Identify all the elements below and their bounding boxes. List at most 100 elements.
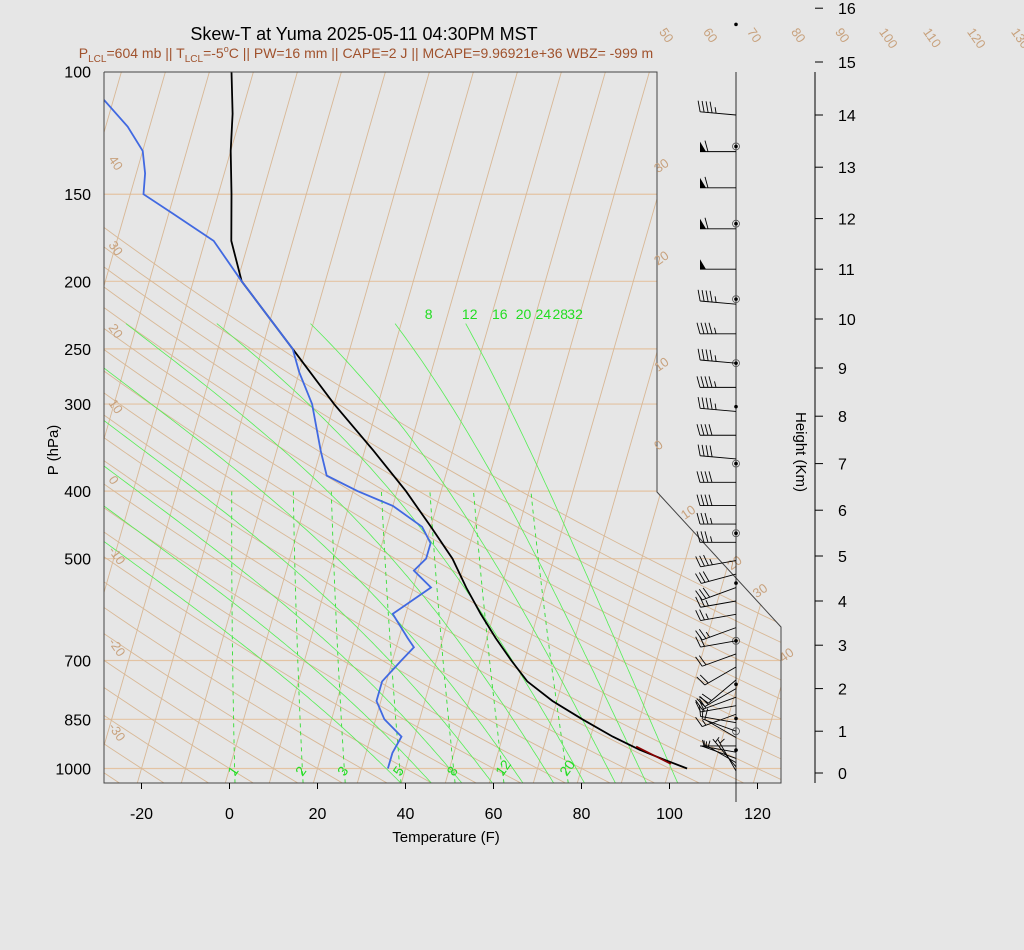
height-tick-10: 10 [838, 312, 856, 329]
edge-label-20: 20 [651, 248, 671, 269]
wind-barb [697, 348, 737, 364]
isotherm-line [136, 72, 342, 783]
height-tick-15: 15 [838, 55, 856, 72]
isotherm-line [268, 72, 474, 783]
edge-label-30: 30 [651, 155, 671, 176]
dry-adiabat-line [104, 72, 477, 783]
edge-label-40: 40 [776, 645, 796, 666]
height-axis-label: Height (Km) [792, 412, 809, 492]
height-tick-8: 8 [838, 409, 847, 426]
wind-barb-full [696, 512, 701, 525]
wind-barb [697, 396, 737, 412]
moist-adiabat-line [104, 323, 493, 783]
plot-area [0, 72, 1024, 784]
height-tick-0: 0 [838, 766, 847, 783]
temperature-trace [229, 72, 688, 770]
wind-barb-flag [700, 141, 706, 152]
wind-level-dot [734, 461, 738, 466]
edge-label-10: 10 [678, 502, 698, 523]
mixing-bottom-label-8: 8 [443, 763, 461, 779]
wind-barb-full [704, 531, 709, 543]
wind-barb [704, 708, 737, 738]
wind-barb-full [699, 555, 705, 567]
wind-barb-full [709, 398, 713, 410]
left-isotherm-label-30: 30 [106, 238, 127, 258]
isotherm-line [885, 72, 1024, 784]
wind-barb-half [710, 536, 713, 543]
isotherm-line [224, 72, 430, 783]
wind-barb-full [701, 100, 705, 113]
wind-barb-full [708, 424, 713, 436]
wind-barb [697, 100, 737, 116]
plot-frame [103, 71, 782, 784]
height-tick-16: 16 [838, 1, 856, 18]
moist-adiabat-line [216, 323, 585, 783]
wind-barb [697, 289, 737, 305]
wind-barb-half [702, 739, 705, 747]
wind-barb [695, 571, 737, 584]
wind-barb-flag [700, 177, 706, 188]
wind-barb-full [700, 376, 705, 388]
wind-barb-half [714, 381, 717, 388]
moist-adiabat-line [104, 323, 402, 783]
isotherm-label-120: 120 [964, 25, 989, 51]
isotherm-line [0, 72, 34, 784]
isotherm-line [180, 72, 386, 783]
moist-adiabat-line [394, 323, 647, 783]
wind-barb-shaft [708, 679, 737, 704]
wind-level-ring [732, 529, 740, 538]
wind-barb-shaft [700, 705, 737, 713]
dry-adiabat-line [104, 72, 700, 783]
wind-barb-full [697, 100, 701, 112]
height-tick-1: 1 [838, 724, 847, 741]
temperature-tick--20: -20 [130, 806, 153, 823]
mixing-top-label-24: 24 [536, 306, 552, 322]
wind-barb-full [698, 655, 707, 666]
wind-level-dot [734, 581, 738, 585]
mixing-ratio-line [330, 491, 346, 783]
subtitle-plcl-val: =604 mb || T [106, 45, 185, 61]
isotherm-line [708, 72, 781, 783]
wind-barb-full [696, 471, 701, 483]
wind-barb-full [698, 628, 707, 639]
mixing-top-label-8: 8 [425, 306, 433, 322]
wind-barb-shaft [700, 560, 737, 568]
wind-barb-full [708, 471, 713, 483]
dry-adiabat-line [104, 72, 781, 783]
wind-barb-full [695, 699, 703, 710]
wind-barb-full [704, 140, 709, 152]
wind-barb [696, 666, 737, 686]
edge-label-0: 0 [651, 437, 666, 453]
wind-barb-full [697, 348, 701, 361]
mixing-bottom-label-1: 1 [224, 763, 242, 779]
wind-barb-full [701, 290, 705, 302]
isotherm-line [488, 72, 694, 783]
wind-barbs [695, 22, 740, 802]
subtitle-tlcl-sub: LCL [185, 54, 204, 65]
wind-barb-half [715, 736, 720, 743]
moist-adiabat-line [465, 323, 679, 783]
wind-barb-full [696, 494, 701, 506]
wind-barb-shaft [702, 696, 737, 710]
mixing-bottom-label-5: 5 [390, 763, 408, 779]
mixing-ratio-line [380, 491, 402, 783]
temperature-tick-80: 80 [573, 806, 591, 823]
wind-barb-full [695, 701, 701, 713]
pressure-tick-250: 250 [64, 342, 91, 359]
wind-level-dot [734, 748, 738, 752]
height-tick-7: 7 [838, 457, 847, 474]
isotherm-label-100: 100 [876, 25, 901, 51]
wind-level-ring [732, 727, 740, 736]
wind-barb-full [705, 397, 709, 410]
wind-level-ring [732, 459, 740, 468]
dry-adiabat-line [104, 72, 656, 783]
wind-barb-shaft [702, 587, 737, 601]
wind-barb-full [696, 424, 701, 436]
isotherm-line [400, 72, 606, 783]
wind-barb-shaft [702, 653, 737, 667]
isotherm-label-50: 50 [656, 25, 677, 45]
wind-barb [696, 531, 736, 543]
wind-level-dot [734, 144, 738, 149]
wind-barb [696, 424, 736, 436]
moist-adiabat-lines [104, 323, 679, 783]
